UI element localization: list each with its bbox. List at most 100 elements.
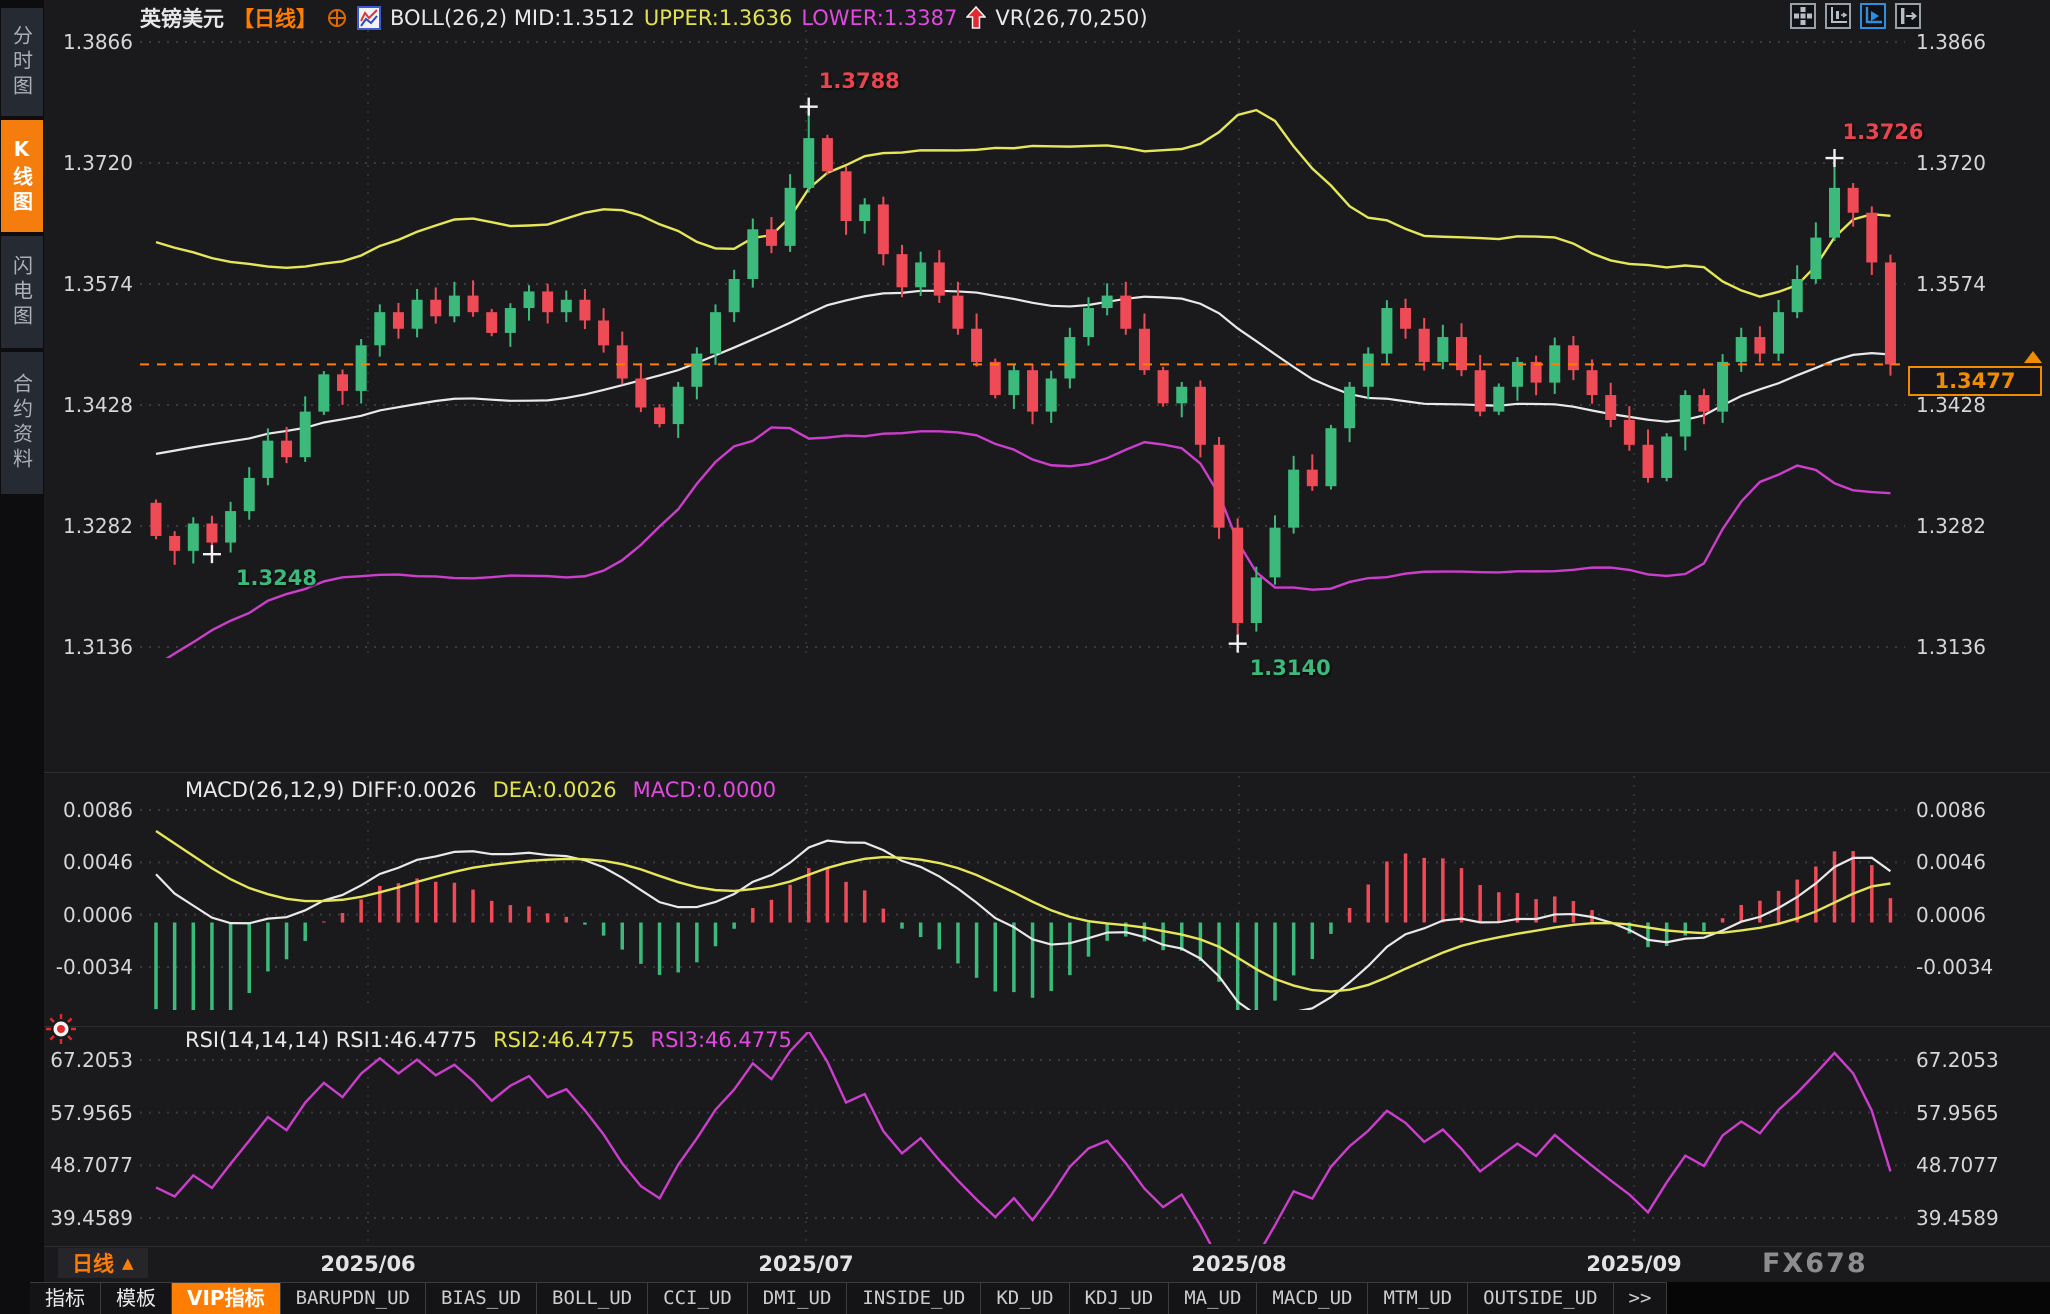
rsi-title: RSI(14,14,14) RSI1:46.4775: [185, 1028, 478, 1052]
axis-scale-icon[interactable]: [1825, 3, 1851, 29]
tab-KD_UD[interactable]: KD_UD: [981, 1282, 1070, 1314]
triangle-up-icon: ▲: [122, 1254, 134, 1272]
macd-axis-label: -0.0034: [1916, 955, 1994, 979]
rsi-axis-label: 48.7077: [50, 1153, 133, 1178]
rsi-axis-label: 48.7077: [1916, 1153, 1999, 1178]
extreme-cross-marker: [1228, 634, 1247, 653]
price-axis-label: 1.3866: [63, 30, 133, 54]
sidebar-item-timeshare[interactable]: 分时图: [1, 8, 43, 116]
sidebar-item-lightning[interactable]: 闪电图: [1, 236, 43, 348]
rsi-axis-label: 67.2053: [1916, 1048, 1999, 1072]
boll-lower-label: LOWER:1.3387: [801, 6, 958, 30]
boll-lower-line: [165, 426, 1891, 658]
price-annotation: 1.3248: [235, 566, 317, 591]
mini-chart-icon[interactable]: [357, 6, 381, 30]
rsi2: RSI2:46.4775: [493, 1028, 635, 1052]
panel-separator: [44, 1246, 2050, 1247]
tab-VIP指标[interactable]: VIP指标: [172, 1282, 281, 1314]
sidebar-item-kline[interactable]: K线图: [1, 120, 43, 232]
chart-header: 英镑美元 【日线】 BOLL(26,2) MID:1.3512 UPPER:1.…: [140, 4, 1148, 32]
price-axis-label: 1.3428: [1916, 393, 1986, 417]
rsi-axis-label: 39.4589: [1916, 1206, 1999, 1230]
macd-axis-label: 0.0046: [1916, 850, 1986, 875]
crosshair-target-icon[interactable]: [326, 7, 348, 29]
panel-separator: [44, 772, 2050, 773]
tab-模板[interactable]: 模板: [101, 1282, 172, 1314]
macd-axis-label: 0.0086: [1916, 798, 1986, 822]
grid-layout-icon[interactable]: [1790, 3, 1816, 29]
rsi3: RSI3:46.4775: [650, 1028, 792, 1052]
tab-MA_UD[interactable]: MA_UD: [1169, 1282, 1258, 1314]
tab-DMI_UD[interactable]: DMI_UD: [747, 1282, 848, 1314]
tab-KDJ_UD[interactable]: KDJ_UD: [1069, 1282, 1170, 1314]
candles: [150, 106, 1896, 644]
vr-indicator-label: VR(26,70,250): [995, 6, 1148, 30]
rsi-axis-label: 57.9565: [1916, 1100, 1999, 1125]
extreme-cross-marker: [1825, 149, 1844, 168]
rsi-axis-label: 39.4589: [50, 1206, 133, 1230]
tab-INSIDE_UD[interactable]: INSIDE_UD: [847, 1282, 982, 1314]
axis-play-icon[interactable]: [1860, 3, 1886, 29]
x-axis-label: 2025/09: [1586, 1252, 1682, 1276]
macd-title: MACD(26,12,9) DIFF:0.0026: [185, 778, 477, 802]
tab-OUTSIDE_UD[interactable]: OUTSIDE_UD: [1468, 1282, 1614, 1314]
macd-value: MACD:0.0000: [632, 778, 777, 802]
indicator-tab-bar: 指标 模板 VIP指标 BARUPDN_UD BIAS_UD BOLL_UD CCI_UD D…: [30, 1282, 1668, 1314]
sidebar-item-contract-info[interactable]: 合约资料: [1, 352, 43, 494]
bollinger-bands: [155, 108, 1891, 658]
period-selector[interactable]: 日线 ▲: [58, 1248, 148, 1278]
tab-指标[interactable]: 指标: [30, 1282, 101, 1314]
current-price-tag: 1.3477: [1908, 366, 2042, 397]
macd-axis-label: 0.0006: [1916, 902, 1986, 927]
chart-toolbar: [1790, 3, 1921, 29]
rsi-plot: [155, 1032, 1892, 1244]
tab->>[interactable]: >>: [1613, 1282, 1668, 1314]
price-axis-label: 1.3866: [1916, 30, 1986, 54]
price-axis-label: 1.3574: [1916, 272, 1986, 296]
tab-BIAS_UD[interactable]: BIAS_UD: [425, 1282, 538, 1314]
extreme-cross-marker: [202, 545, 221, 564]
tab-CCI_UD[interactable]: CCI_UD: [648, 1282, 748, 1314]
watermark: FX678: [1762, 1248, 1868, 1279]
price-axis-label: 1.3136: [63, 635, 133, 659]
price-annotation: 1.3726: [1842, 120, 1924, 145]
boll-upper-line: [155, 108, 1891, 298]
boll-indicator-label: BOLL(26,2) MID:1.3512: [390, 6, 635, 30]
period-tag[interactable]: 【日线】: [233, 7, 317, 31]
price-annotation: 1.3140: [1249, 655, 1331, 680]
price-annotation: 1.3788: [818, 68, 900, 93]
tab-BOLL_UD[interactable]: BOLL_UD: [537, 1282, 649, 1314]
x-axis-label: 2025/06: [320, 1252, 416, 1276]
price-axis-label: 1.3428: [63, 393, 133, 417]
price-axis-label: 1.3282: [63, 514, 133, 538]
price-axis-label: 1.3136: [1916, 635, 1986, 659]
price-axis-label: 1.3282: [1916, 514, 1986, 538]
price-axis-label: 1.3720: [63, 151, 133, 175]
latest-price-caret-icon[interactable]: [2024, 351, 2042, 364]
macd-axis-label: -0.0034: [55, 955, 133, 979]
price-axis-label: 1.3574: [63, 272, 133, 296]
tab-BARUPDN_UD[interactable]: BARUPDN_UD: [280, 1282, 426, 1314]
symbol-title: 英镑美元: [140, 7, 224, 31]
tab-MTM_UD[interactable]: MTM_UD: [1368, 1282, 1469, 1314]
collapse-panel-icon[interactable]: [1895, 3, 1921, 29]
x-axis-label: 2025/08: [1191, 1252, 1287, 1276]
x-axis-label: 2025/07: [758, 1252, 854, 1276]
price-axis-label: 1.3720: [1916, 151, 1986, 175]
tab-MACD_UD[interactable]: MACD_UD: [1257, 1282, 1369, 1314]
macd-plot: [154, 829, 1893, 1010]
sidebar: 分时图 K线图 闪电图 合约资料: [0, 0, 44, 1314]
rsi-axis-label: 67.2053: [50, 1048, 133, 1072]
boll-upper-label: UPPER:1.3636: [643, 6, 793, 30]
macd-dea-line: [155, 829, 1891, 993]
up-arrow-icon: [966, 6, 987, 30]
macd-axis-label: 0.0086: [63, 798, 133, 822]
alert-sun-icon[interactable]: [44, 1012, 78, 1050]
macd-axis-label: 0.0046: [63, 850, 133, 875]
rsi-line: [155, 1032, 1892, 1244]
boll-mid-line: [155, 289, 1891, 455]
rsi-panel-header: RSI(14,14,14) RSI1:46.4775 RSI2:46.4775 …: [185, 1028, 792, 1052]
macd-dea: DEA:0.0026: [492, 778, 617, 802]
